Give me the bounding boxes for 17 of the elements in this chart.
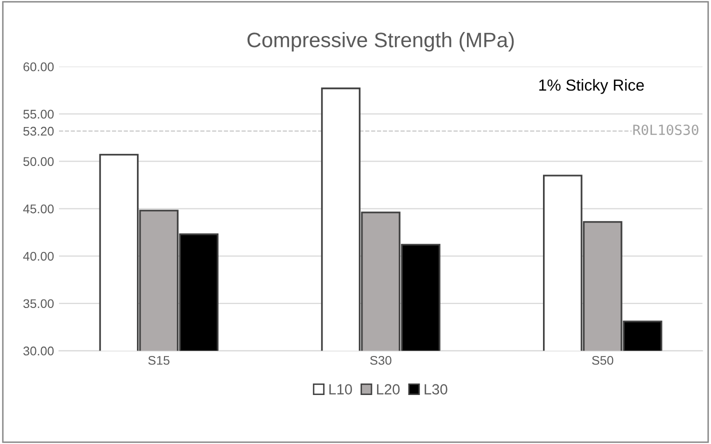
chart-title: Compressive Strength (MPa)	[248, 32, 514, 52]
y-tick-label: 40.00	[23, 252, 54, 261]
x-tick-label: S15	[148, 356, 170, 365]
y-tick-label: 55.00	[23, 110, 54, 119]
legend-label: L10	[329, 384, 352, 394]
legend-label: L30	[424, 384, 448, 394]
y-tick-label: 45.00	[23, 204, 54, 214]
legend-label: L20	[377, 384, 400, 394]
x-tick-label: S50	[592, 356, 614, 365]
y-tick-label: 35.00	[23, 299, 54, 308]
y-tick-label: 50.00	[23, 157, 54, 166]
ref-line-label: R0L10S30	[633, 124, 698, 136]
x-tick-label: S30	[370, 356, 392, 365]
annotation: 1% Sticky Rice	[539, 79, 644, 94]
y-tick-label: 60.00	[24, 62, 54, 72]
y-tick-label: 53.20	[23, 126, 54, 136]
y-tick-label: 30.00	[23, 346, 54, 356]
